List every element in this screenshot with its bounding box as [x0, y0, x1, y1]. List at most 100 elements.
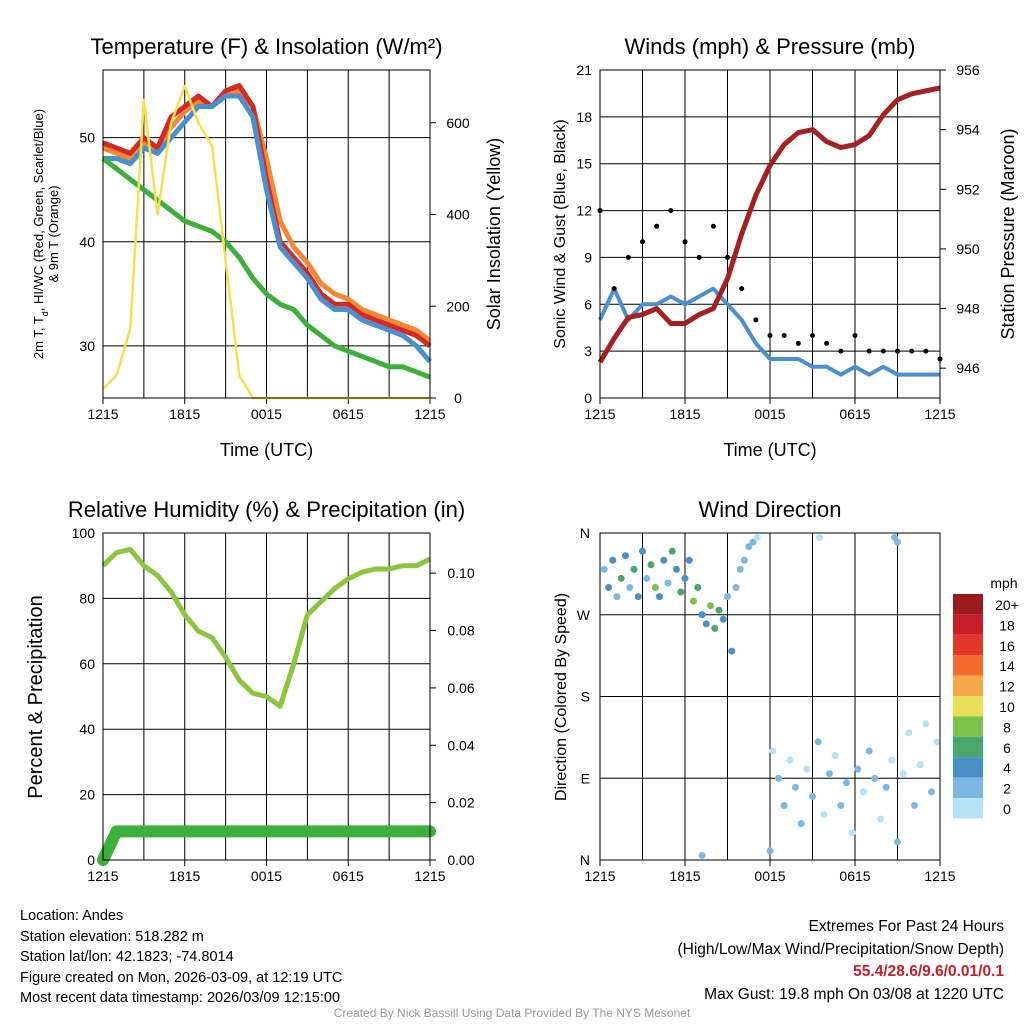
direction-point	[848, 829, 856, 837]
created-text: Figure created on Mon, 2026-03-09, at 12…	[20, 969, 343, 986]
gust-point	[895, 348, 900, 354]
legend-swatch	[953, 777, 983, 798]
direction-point	[702, 620, 710, 628]
y2-tick-label: 950	[956, 241, 980, 257]
y-axis-label: Sonic Wind & Gust (Blue, Black)	[552, 119, 569, 348]
gust-point	[909, 348, 915, 354]
legend-swatch	[953, 594, 983, 615]
plot-frame	[599, 69, 941, 399]
x-tick-label: 0015	[754, 406, 785, 422]
y-tick-label: 80	[79, 590, 95, 606]
legend-label: 18	[999, 617, 1015, 633]
y-tick-label: 6	[584, 296, 592, 312]
legend-swatch	[953, 634, 983, 656]
direction-point	[831, 752, 839, 760]
extremes-info: Extremes For Past 24 Hours (High/Low/Max…	[678, 916, 1005, 1006]
direction-point	[877, 815, 884, 823]
gust-point	[880, 348, 886, 354]
y-tick-label: N	[580, 852, 590, 868]
direction-point	[922, 720, 930, 728]
y2-tick-label: 0.08	[447, 623, 474, 639]
direction-point	[719, 615, 727, 623]
series-line-hi-wc	[103, 93, 432, 364]
direction-point	[882, 783, 890, 791]
legend-swatch	[953, 675, 983, 696]
series-line-relative-humidity	[101, 546, 432, 709]
y-tick-label: 40	[79, 234, 95, 250]
direction-point	[656, 593, 663, 601]
direction-point	[741, 556, 748, 564]
series-line-td	[101, 156, 431, 380]
x-tick-label: 1215	[87, 868, 118, 884]
direction-point	[600, 565, 608, 573]
direction-point	[826, 770, 833, 778]
legend-swatch	[953, 614, 983, 635]
y2-tick-label: 0.00	[447, 852, 474, 868]
y-tick-label: 3	[584, 343, 592, 359]
direction-point	[673, 565, 680, 573]
legend-swatch	[953, 716, 983, 737]
direction-point	[911, 802, 918, 809]
direction-point	[809, 792, 816, 800]
y2-tick-label: 200	[446, 298, 470, 314]
y2-tick-label: 0.06	[447, 680, 474, 696]
direction-point	[769, 747, 777, 755]
gust-point	[739, 286, 745, 292]
direction-point	[651, 584, 659, 591]
direction-point	[711, 624, 719, 632]
y-tick-label: E	[581, 770, 590, 786]
series-line-precipitation	[97, 825, 436, 866]
direction-point	[626, 584, 634, 591]
legend-title: mph	[990, 575, 1017, 591]
direction-point	[803, 765, 811, 773]
direction-point	[753, 534, 761, 542]
direction-point	[860, 788, 867, 796]
y2-tick-label: 0	[454, 390, 462, 406]
y-tick-label: 0	[87, 852, 95, 868]
gust-point	[852, 333, 858, 339]
direction-point	[843, 779, 850, 787]
legend-label: 12	[999, 679, 1015, 695]
x-tick-label: 1815	[169, 868, 200, 884]
legend-label: 6	[1003, 740, 1011, 756]
panel-temperature: 1215 1815 0015 0615 1215 Temperature (F) & In…	[31, 34, 504, 460]
direction-point	[732, 584, 740, 591]
direction-point	[797, 820, 805, 828]
gust-point	[781, 333, 787, 339]
direction-point	[894, 538, 901, 546]
direction-point	[728, 647, 736, 655]
plot-frame	[102, 69, 431, 399]
y2-axis-label: Station Pressure (Maroon)	[998, 128, 1018, 339]
y-tick-label: 30	[79, 338, 95, 354]
gust-point	[710, 223, 716, 229]
direction-point	[814, 738, 822, 746]
direction-point	[792, 783, 799, 791]
gust-point	[824, 340, 830, 346]
y2-tick-label: 0.10	[447, 565, 474, 581]
legend-label: 4	[1003, 760, 1011, 776]
chart-title: Relative Humidity (%) & Precipitation (i…	[68, 497, 465, 522]
direction-point	[865, 747, 873, 755]
y-tick-label: 50	[79, 130, 95, 146]
direction-point	[643, 574, 651, 582]
x-tick-label: 0015	[754, 868, 785, 884]
direction-point	[634, 593, 642, 601]
direction-point	[617, 574, 625, 582]
y-axis-label-line2: & 9m T (Orange)	[46, 185, 61, 282]
x-axis-label: Time (UTC)	[723, 440, 816, 460]
x-tick-label: 1215	[414, 868, 445, 884]
y2-tick-label: 952	[956, 181, 980, 197]
direction-point	[605, 584, 612, 591]
x-tick-label: 1215	[924, 406, 955, 422]
x-tick-label: 0015	[251, 868, 282, 884]
legend-label: 16	[999, 638, 1015, 654]
x-tick-label: 0615	[333, 406, 364, 422]
y-tick-label: 0	[584, 390, 592, 406]
gust-point	[810, 333, 815, 339]
y-label-part: 2m T, T	[31, 316, 46, 359]
direction-point	[707, 602, 714, 610]
y-tick-label: 20	[79, 787, 95, 803]
gust-point	[696, 254, 702, 260]
y-axis-label: Direction (Colored By Speed)	[553, 593, 570, 801]
direction-point	[698, 851, 706, 859]
